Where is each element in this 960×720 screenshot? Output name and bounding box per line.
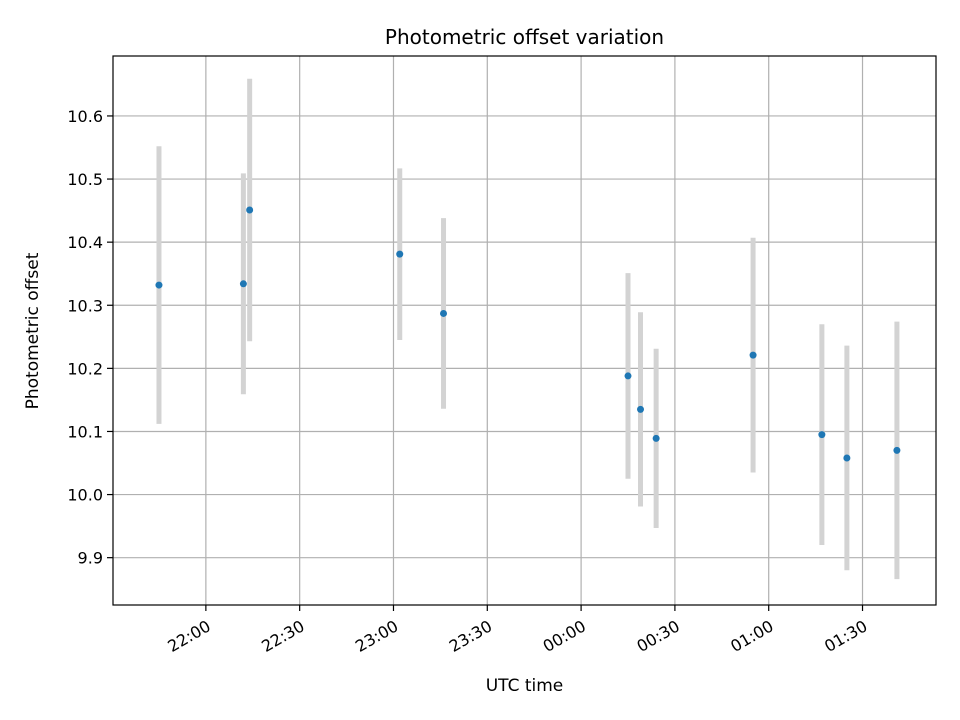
data-point: [239, 280, 247, 288]
x-tick-label: 23:30: [446, 616, 495, 656]
x-tick-label: 23:00: [352, 616, 401, 656]
y-tick-label: 10.0: [67, 486, 103, 505]
data-point: [246, 206, 254, 214]
data-point: [893, 446, 901, 454]
data-point: [440, 309, 448, 317]
data-point: [637, 405, 645, 413]
y-axis-label: Photometric offset: [23, 252, 43, 409]
chart-title: Photometric offset variation: [385, 25, 664, 49]
data-point: [652, 434, 660, 442]
grid: [113, 56, 936, 605]
x-axis-label: UTC time: [486, 676, 564, 696]
x-tick-label: 22:00: [164, 616, 213, 656]
data-point: [155, 281, 163, 289]
data-points: [155, 206, 901, 462]
data-point: [843, 454, 851, 462]
data-point: [749, 351, 757, 359]
y-tick-label: 10.1: [67, 422, 103, 441]
x-axis: 22:00 22:30 23:00 23:30 00:00 00:30 01:00 01:30: [164, 605, 871, 656]
y-tick-label: 9.9: [78, 549, 103, 568]
data-point: [818, 431, 826, 439]
y-tick-label: 10.3: [67, 296, 103, 315]
data-point: [396, 250, 404, 258]
x-tick-label: 22:30: [258, 616, 307, 656]
y-tick-label: 10.2: [67, 359, 103, 378]
y-tick-label: 10.4: [67, 233, 103, 252]
x-tick-label: 00:30: [633, 616, 682, 656]
plot-frame: [112, 55, 937, 606]
x-tick-label: 00:00: [540, 616, 589, 656]
x-tick-label: 01:00: [727, 616, 776, 656]
y-tick-label: 10.6: [67, 107, 103, 126]
errorbars: [156, 78, 900, 580]
x-tick-label: 01:30: [821, 616, 870, 656]
y-tick-label: 10.5: [67, 170, 103, 189]
y-axis: 9.9 10.0 10.1 10.2 10.3 10.4 10.5 10.6: [67, 107, 113, 568]
data-point: [624, 372, 632, 380]
